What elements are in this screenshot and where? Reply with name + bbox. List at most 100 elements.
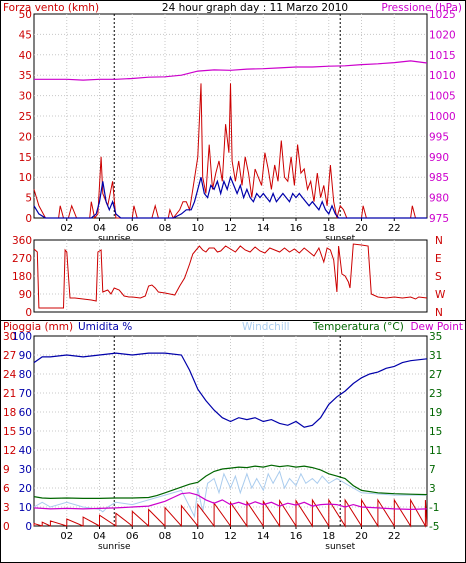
y-tick-label: 40 xyxy=(19,445,32,457)
y-tick-label: 50 xyxy=(19,426,32,438)
x-tick-label: 16 xyxy=(290,223,303,234)
y-tick-label: 5 xyxy=(25,193,32,205)
wind-axis-title: Forza vento (kmh) xyxy=(3,2,99,14)
pressure-yticks: 975 980 985 990 995 1000 1005 1010 1015 1020 1025 xyxy=(429,9,456,225)
temperature-yticks: -5 -1 3 7 11 15 19 23 27 31 35 xyxy=(429,331,442,533)
y-tick-label: 975 xyxy=(429,213,449,225)
y-tick-label: 1000 xyxy=(429,111,456,123)
climate-panel-frame xyxy=(33,335,428,527)
wind-yticks: 0 5 10 15 20 25 30 35 40 45 50 xyxy=(19,9,32,225)
y-tick-label: 45 xyxy=(19,29,32,41)
x-tick-label: 16 xyxy=(290,531,303,542)
y-tick-label: 35 xyxy=(429,331,442,343)
y-tick-label: 985 xyxy=(429,172,449,184)
climate-xticks: 02 04 06 08 10 12 14 16 18 20 22 xyxy=(60,526,401,542)
rain-yticks: 0 3 6 9 12 15 18 21 24 27 30 xyxy=(3,331,17,533)
pressure-line xyxy=(34,60,428,81)
x-tick-label: 08 xyxy=(159,531,172,542)
y-tick-label: 180 xyxy=(12,271,32,283)
y-tick-label: 60 xyxy=(19,407,32,419)
x-tick-label: 18 xyxy=(322,223,335,234)
pressure-axis-title: Pressione (hPa) xyxy=(381,2,462,14)
sun-label: sunrise xyxy=(98,234,131,244)
sun-label: sunset xyxy=(325,234,355,244)
y-tick-label: 30 xyxy=(19,464,32,476)
windchill-header: Windchill xyxy=(242,321,290,333)
wind-xticks: 02 04 06 08 10 12 14 16 18 20 22 xyxy=(60,218,401,234)
direction-line xyxy=(33,243,428,309)
x-tick-label: 02 xyxy=(60,531,73,542)
y-tick-label: 20 xyxy=(19,483,32,495)
x-tick-label: 06 xyxy=(126,531,139,542)
y-tick-label: -1 xyxy=(429,502,439,514)
y-tick-label: 50 xyxy=(19,9,32,21)
y-tick-label: 80 xyxy=(19,369,32,381)
y-tick-label: 40 xyxy=(19,50,32,62)
y-tick-label: 0 xyxy=(25,307,32,319)
rain-tick-label: 9 xyxy=(3,464,10,476)
rain-tick-label: 3 xyxy=(3,502,10,514)
y-tick-label: 20 xyxy=(19,131,32,143)
rain-header: Pioggia (mm) xyxy=(3,321,73,333)
x-tick-label: 08 xyxy=(159,223,172,234)
x-tick-label: 10 xyxy=(191,531,204,542)
x-tick-label: 04 xyxy=(93,223,106,234)
y-tick-label: 23 xyxy=(429,388,442,400)
x-tick-label: 12 xyxy=(224,223,237,234)
y-tick-label: 0 xyxy=(25,213,32,225)
direction-panel-grid xyxy=(34,240,427,312)
wind-series xyxy=(33,60,428,220)
compass-label: S xyxy=(435,271,442,283)
y-tick-label: 270 xyxy=(12,253,32,265)
x-tick-label: 14 xyxy=(257,531,270,542)
y-tick-label: 19 xyxy=(429,407,442,419)
rain-tick-label: 27 xyxy=(3,350,16,362)
rain-tick-label: 24 xyxy=(3,369,17,381)
x-tick-label: 18 xyxy=(322,531,335,542)
dewpoint-line xyxy=(33,492,428,511)
y-tick-label: 1020 xyxy=(429,29,456,41)
y-tick-label: 0 xyxy=(25,521,32,533)
y-tick-label: 90 xyxy=(19,350,32,362)
wind-avg-line xyxy=(33,175,427,219)
y-tick-label: 1010 xyxy=(429,70,456,82)
gust-line xyxy=(33,83,427,220)
y-tick-label: 980 xyxy=(429,193,449,205)
humidity-yticks: 0 10 20 30 40 50 60 70 80 90 100 xyxy=(12,331,32,533)
y-tick-label: 27 xyxy=(429,369,442,381)
x-tick-label: 20 xyxy=(355,223,368,234)
x-tick-label: 04 xyxy=(93,531,106,542)
rain-tick-label: 0 xyxy=(3,521,10,533)
wind-panel-grid xyxy=(34,14,427,218)
y-tick-label: 1025 xyxy=(429,9,456,21)
x-tick-label: 10 xyxy=(191,223,204,234)
y-tick-label: 100 xyxy=(12,331,32,343)
x-tick-label: 06 xyxy=(126,223,139,234)
windchill-line xyxy=(33,470,427,519)
compass-label: W xyxy=(435,289,446,301)
sun-marks-top: sunrise sunset xyxy=(98,14,356,244)
rain-tick-label: 12 xyxy=(3,445,16,457)
temperature-line xyxy=(33,464,428,500)
y-tick-label: 360 xyxy=(12,235,32,247)
y-tick-label: 30 xyxy=(19,91,32,103)
compass-label: N xyxy=(435,235,443,247)
sun-marks-bottom: sunrise sunset xyxy=(98,336,356,552)
sun-label: sunrise xyxy=(98,542,131,552)
humidity-header: Umidita % xyxy=(78,321,132,333)
y-tick-label: 1015 xyxy=(429,50,456,62)
x-tick-label: 14 xyxy=(257,223,270,234)
chart-title: 24 hour graph day : 11 Marzo 2010 xyxy=(162,2,348,14)
rain-line xyxy=(33,498,428,528)
y-tick-label: 15 xyxy=(19,152,32,164)
rain-tick-label: 15 xyxy=(3,426,16,438)
y-tick-label: 11 xyxy=(429,445,442,457)
compass-label: N xyxy=(435,307,443,319)
direction-series xyxy=(33,243,428,309)
x-tick-label: 22 xyxy=(388,223,401,234)
rain-tick-label: 18 xyxy=(3,407,16,419)
direction-yticks: 0 90 180 270 360 xyxy=(12,235,32,319)
y-tick-label: 31 xyxy=(429,350,442,362)
